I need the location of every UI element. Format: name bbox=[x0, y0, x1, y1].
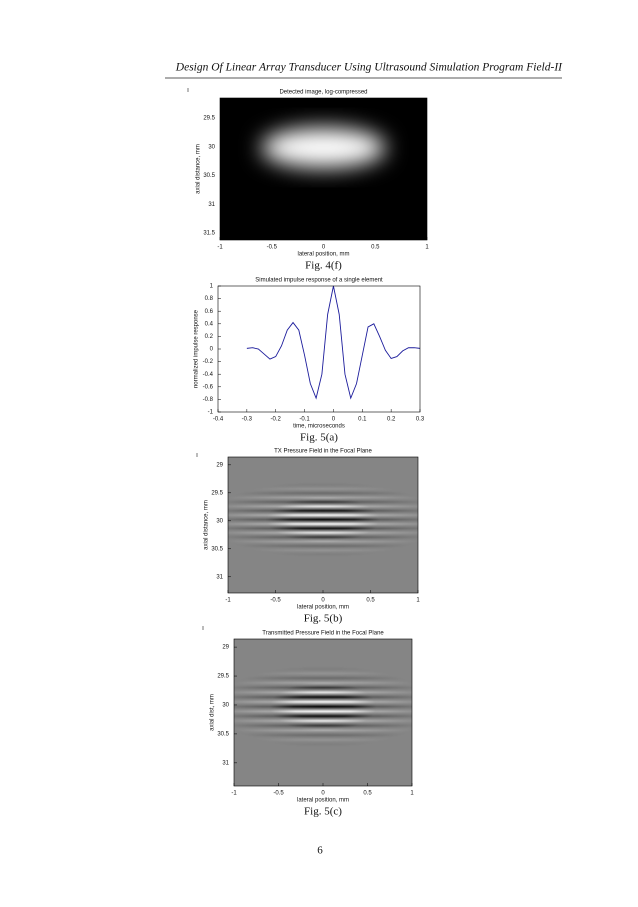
x-tick-label: 0.3 bbox=[416, 417, 425, 423]
x-tick-label: -0.5 bbox=[267, 245, 278, 251]
figure: -1 -0.5 0 0.5 1 29 29.5 30 30.5 31 TX Pressure Fie… bbox=[204, 449, 421, 625]
x-tick-label: -0.5 bbox=[273, 791, 284, 797]
figure-caption: Fig. 5(b) bbox=[304, 613, 343, 625]
x-tick-label: 1 bbox=[416, 598, 420, 604]
y-tick-label: 30 bbox=[208, 144, 215, 150]
y-tick-label: -0.4 bbox=[203, 372, 214, 378]
y-tick-label: -0.8 bbox=[203, 397, 214, 403]
y-tick-label: 0.8 bbox=[205, 296, 214, 302]
image-background bbox=[220, 98, 427, 240]
chart-title: Simulated impulse response of a single e… bbox=[255, 278, 383, 284]
x-tick-label: 0 bbox=[332, 417, 336, 423]
chart-title: Detected image, log-compressed bbox=[279, 90, 367, 96]
x-tick-label: 0.5 bbox=[363, 791, 372, 797]
x-tick-label: 0.1 bbox=[358, 417, 367, 423]
x-tick-label: 0 bbox=[321, 791, 325, 797]
chart-title: Transmitted Pressure Field in the Focal … bbox=[262, 631, 384, 637]
y-tick-label: 29 bbox=[216, 462, 223, 468]
plot-area bbox=[218, 286, 420, 412]
y-tick-label: 0.4 bbox=[205, 321, 214, 327]
x-tick-label: 0.5 bbox=[371, 245, 380, 251]
y-tick-label: 0.2 bbox=[205, 334, 214, 340]
figure-caption: Fig. 4(f) bbox=[305, 260, 342, 272]
y-tick-label: 30 bbox=[216, 518, 223, 524]
y-axis-label: axial distance, mm bbox=[204, 500, 210, 550]
x-axis-label: lateral position, mm bbox=[297, 605, 349, 611]
x-axis-label: time, microseconds bbox=[293, 424, 345, 430]
y-tick-label: 31.5 bbox=[203, 231, 215, 237]
figure: -0.4 -0.3 -0.2 -0.1 0 0.1 0.2 0.3 -1 -0.8 -0.6 -0.4… bbox=[194, 278, 425, 444]
x-tick-label: 0.5 bbox=[366, 598, 375, 604]
y-tick-label: -1 bbox=[208, 410, 214, 416]
x-tick-label: -1 bbox=[217, 245, 223, 251]
figure: -1 -0.5 0 0.5 1 29.5 30 30.5 31 31.5 Detected imag… bbox=[196, 90, 430, 272]
y-tick-label: 0.6 bbox=[205, 309, 214, 315]
x-axis-label: lateral position, mm bbox=[297, 252, 349, 258]
x-tick-label: 1 bbox=[425, 245, 429, 251]
y-tick-label: 29.5 bbox=[203, 116, 215, 122]
x-tick-label: 0.2 bbox=[387, 417, 396, 423]
y-tick-label: 1 bbox=[210, 284, 214, 290]
y-axis-label: axial dist, mm bbox=[210, 694, 216, 731]
image-fringes bbox=[228, 457, 418, 593]
y-tick-label: 30.5 bbox=[203, 173, 215, 179]
y-axis-label: normalized impulse response bbox=[194, 309, 200, 388]
figure-caption: Fig. 5(c) bbox=[304, 806, 342, 818]
y-tick-label: 29.5 bbox=[211, 490, 223, 496]
figure-caption: Fig. 5(a) bbox=[300, 432, 338, 444]
x-axis-label: lateral position, mm bbox=[297, 798, 349, 804]
y-tick-label: -0.6 bbox=[203, 384, 214, 390]
y-tick-label: 0 bbox=[210, 347, 214, 353]
x-tick-label: -0.3 bbox=[242, 417, 253, 423]
y-tick-label: 31 bbox=[222, 760, 229, 766]
chart-title: TX Pressure Field in the Focal Plane bbox=[274, 449, 372, 455]
image-fringes bbox=[234, 639, 412, 786]
y-tick-label: 30.5 bbox=[211, 546, 223, 552]
y-tick-label: 29.5 bbox=[217, 674, 229, 680]
y-tick-label: 29 bbox=[222, 645, 229, 651]
x-tick-label: -0.2 bbox=[271, 417, 282, 423]
x-tick-label: -1 bbox=[225, 598, 231, 604]
x-tick-label: 0 bbox=[322, 245, 326, 251]
x-tick-label: 1 bbox=[410, 791, 414, 797]
x-tick-label: -1 bbox=[231, 791, 237, 797]
y-axis-label: axial distance, mm bbox=[196, 144, 202, 194]
x-tick-label: -0.5 bbox=[270, 598, 281, 604]
figure: -1 -0.5 0 0.5 1 29 29.5 30 30.5 31 Transmitted Pre… bbox=[210, 631, 415, 818]
image-blob bbox=[261, 127, 386, 168]
y-tick-label: -0.2 bbox=[203, 359, 214, 365]
page-number: 6 bbox=[317, 845, 323, 857]
y-tick-label: 30 bbox=[222, 703, 229, 709]
x-tick-label: 0 bbox=[321, 598, 325, 604]
x-tick-label: -0.1 bbox=[299, 417, 310, 423]
x-tick-label: -0.4 bbox=[213, 417, 224, 423]
y-tick-label: 31 bbox=[216, 574, 223, 580]
running-header: Design Of Linear Array Transducer Using … bbox=[175, 62, 563, 74]
y-tick-label: 31 bbox=[208, 202, 215, 208]
y-tick-label: 30.5 bbox=[217, 731, 229, 737]
